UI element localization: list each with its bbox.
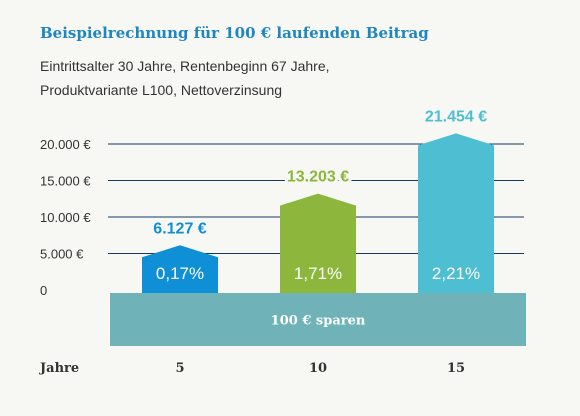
value-label: 6.127 € [153,220,206,237]
y-tick-label: 5.000 € [40,247,84,262]
x-tick-label: 10 [309,361,327,376]
bar-5 [142,245,218,293]
rate-label: 1,71% [294,264,342,283]
base-band [110,293,526,346]
x-tick-label: 5 [175,361,184,376]
x-tick-label: 15 [447,361,465,376]
y-tick-label: 20.000 € [40,137,91,152]
x-axis-label: Jahre [39,361,79,376]
base-band-label: 100 € sparen [271,314,366,329]
rate-label: 0,17% [156,264,204,283]
value-label: 21.454 € [425,108,487,125]
value-label: 13.203 € [287,169,349,186]
bar-15 [418,133,494,293]
rate-label: 2,21% [432,264,480,283]
y-tick-label: 0 [40,283,47,298]
y-tick-label: 10.000 € [40,210,91,225]
subtitle-line-1: Eintrittsalter 30 Jahre, Rentenbeginn 67… [40,58,330,74]
chart-title: Beispielrechnung für 100 € laufenden Bei… [40,24,429,42]
subtitle-line-2: Produktvariante L100, Nettoverzinsung [40,82,283,98]
y-tick-label: 15.000 € [40,174,91,189]
chart-subtitle: Eintrittsalter 30 Jahre, Rentenbeginn 67… [40,54,330,102]
bar-10 [280,193,356,293]
